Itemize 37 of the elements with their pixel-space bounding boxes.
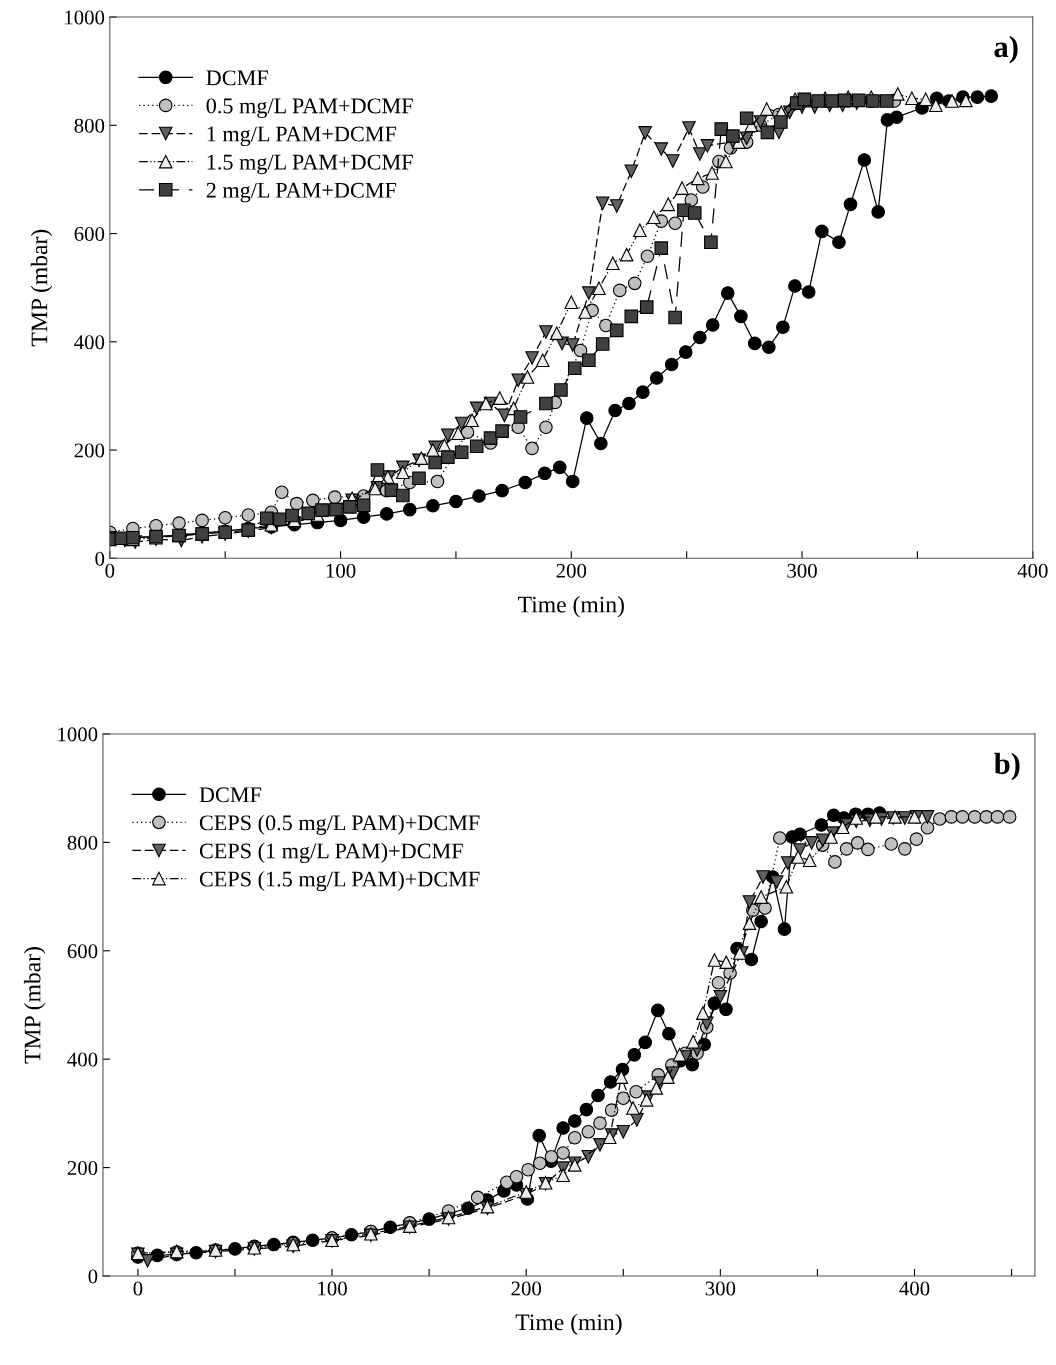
legend-label: 0.5 mg/L PAM+DCMF: [206, 98, 413, 118]
y-tick-label: 1000: [65, 10, 105, 25]
annotation: b): [994, 752, 1020, 781]
legend-label: 2 mg/L PAM+DCMF: [206, 182, 397, 203]
x-tick-label: 400: [899, 1281, 930, 1296]
annotation: a): [994, 35, 1018, 64]
y-tick-label: 400: [74, 335, 105, 350]
x-tick-label: 100: [326, 563, 356, 578]
legend-label: 1.5 mg/L PAM+DCMF: [207, 154, 413, 175]
y-tick-label: 800: [67, 835, 98, 850]
y-axis-title: TMP (mbar): [23, 947, 46, 1064]
x-tick-label: 100: [318, 1281, 347, 1296]
x-tick-label: 200: [511, 1281, 542, 1296]
y-tick-label: 400: [67, 1052, 98, 1067]
y-tick-label: 200: [67, 1160, 98, 1176]
y-axis-title: TMP (mbar): [30, 229, 53, 347]
x-tick-label: 0: [105, 563, 115, 578]
x-axis-title: Time (min): [515, 1313, 622, 1336]
legend-label: CEPS (1.5 mg/L PAM)+DCMF: [199, 870, 480, 892]
x-tick-label: 300: [787, 563, 817, 578]
x-axis-title: Time (min): [518, 595, 624, 618]
x-tick-label: 400: [1017, 563, 1048, 578]
y-tick-label: 1000: [58, 727, 98, 742]
legend-label: DCMF: [199, 787, 262, 803]
legend-label: DCMF: [206, 70, 268, 86]
y-tick-label: 0: [88, 1269, 98, 1284]
x-tick-label: 200: [556, 563, 587, 578]
x-tick-label: 0: [133, 1281, 143, 1296]
legend-label: CEPS (1 mg/L PAM)+DCMF: [199, 842, 463, 864]
legend-label: 1 mg/L PAM+DCMF: [207, 126, 397, 147]
x-tick-label: 300: [705, 1281, 736, 1296]
y-tick-label: 600: [67, 944, 98, 959]
y-tick-label: 200: [74, 443, 105, 458]
y-tick-label: 800: [74, 118, 105, 133]
y-tick-label: 0: [95, 551, 105, 566]
legend-label: CEPS (0.5 mg/L PAM)+DCMF: [199, 814, 480, 835]
y-tick-label: 600: [74, 226, 105, 241]
